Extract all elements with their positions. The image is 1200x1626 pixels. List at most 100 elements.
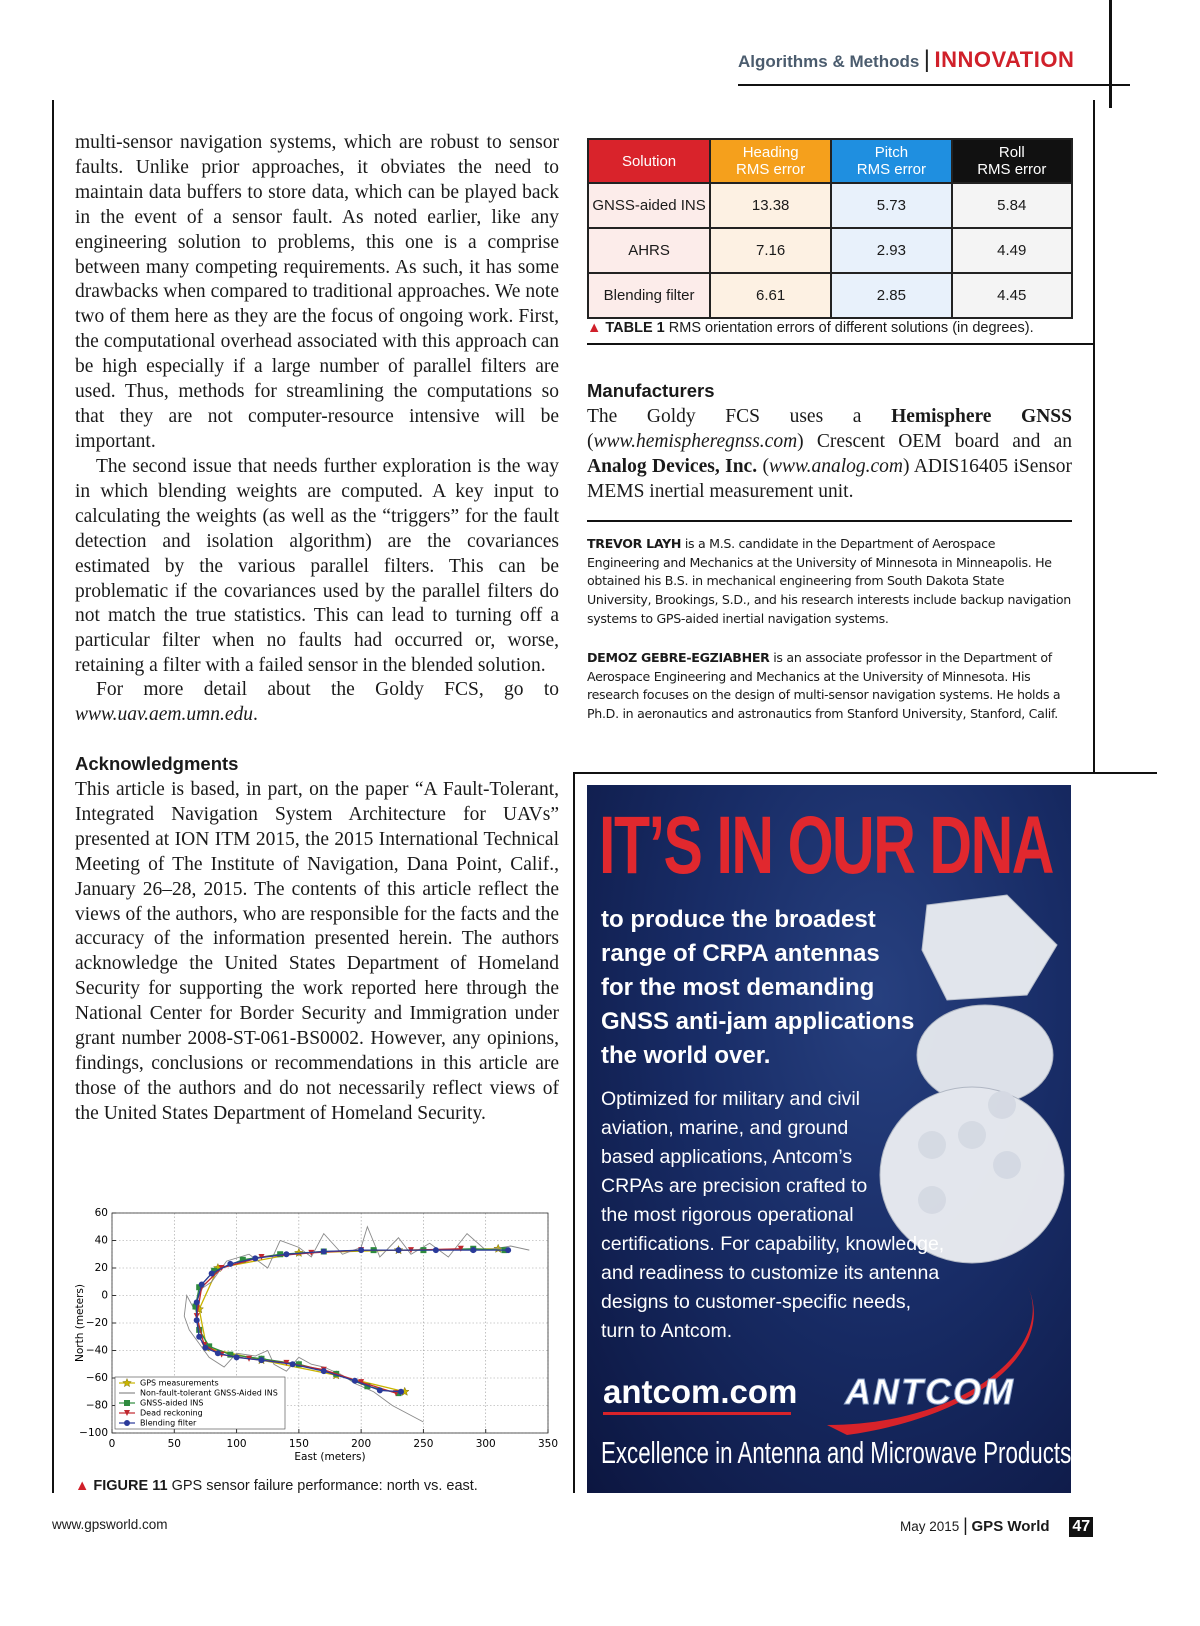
triangle-icon: ▲ [75, 1478, 90, 1494]
legend-label: Blending filter [140, 1419, 197, 1428]
point [395, 1247, 402, 1254]
x-tick-label: 250 [413, 1438, 433, 1450]
table-cell: 4.49 [950, 227, 1074, 274]
point [227, 1260, 234, 1267]
point [124, 1410, 130, 1416]
header-text: RMS error [977, 161, 1047, 178]
caption-label: TABLE 1 [605, 320, 665, 336]
table-cell: 7.16 [709, 227, 833, 274]
element [918, 1186, 946, 1214]
y-tick-label: −80 [86, 1400, 108, 1412]
point [258, 1357, 265, 1364]
triangle-icon: ▲ [587, 320, 602, 336]
y-tick-label: 20 [95, 1262, 108, 1274]
text-run: This article is based, in part, on the p… [75, 779, 559, 1124]
point [227, 1351, 234, 1358]
point [193, 1299, 200, 1306]
column-header: Solution [586, 138, 712, 184]
y-tick-label: 40 [95, 1235, 108, 1247]
bio: TREVOR LAYH is a M.S. candidate in the D… [587, 535, 1071, 629]
paragraph: For more detail about the Goldy FCS, go … [75, 678, 559, 728]
ad-url: antcom.com [603, 1373, 798, 1410]
text-run: . [253, 703, 258, 725]
table-cell: 13.38 [709, 182, 833, 229]
y-tick-label: 0 [101, 1290, 108, 1302]
header-text: Pitch [874, 144, 909, 161]
element [958, 1121, 986, 1149]
point [289, 1361, 296, 1368]
x-tick-label: 150 [289, 1438, 309, 1450]
point [196, 1284, 203, 1291]
ad-line: range of CRPA antennas [601, 940, 880, 967]
logo: ANTCOM [845, 1371, 1015, 1413]
text-run: TREVOR LAYH [587, 536, 682, 551]
table-row: Blending filter 6.61 2.85 4.45 [586, 272, 1074, 319]
text-run: is a M.S. candidate in the Department of… [587, 536, 1071, 626]
legend-box [114, 1376, 286, 1430]
column-header: Pitch RMS error [830, 138, 953, 184]
table-cell: GNSS-aided INS [586, 182, 712, 229]
x-tick-label: 100 [227, 1438, 247, 1450]
table: Solution Heading RMS error Pitch RMS error Ro… [586, 138, 1074, 319]
tagline: Excellence in Antenna and Microwave Prod… [601, 1435, 1071, 1470]
text-run: multi-sensor navigation systems, which a… [75, 132, 559, 452]
point [206, 1343, 213, 1350]
caption-text: GPS sensor failure performance: north vs… [171, 1478, 478, 1494]
ad-body: Optimized for military and civil aviation… [601, 1085, 944, 1346]
point [470, 1247, 477, 1254]
ad-line: Optimized for military and civil [601, 1088, 860, 1110]
element [988, 1091, 1016, 1119]
ad-line: aviation, marine, and ground [601, 1117, 849, 1139]
rule [587, 343, 1093, 345]
rule [1093, 100, 1095, 773]
point [505, 1247, 512, 1254]
magazine: GPS World [971, 1518, 1050, 1535]
point [358, 1247, 365, 1254]
header-text: RMS error [736, 161, 806, 178]
rule [587, 520, 1072, 522]
table-cell: 2.93 [830, 227, 953, 274]
paragraph: The Goldy FCS uses a Hemisphere GNSS (ww… [587, 405, 1072, 505]
figure-caption: ▲ FIGURE 11 GPS sensor failure performan… [75, 1478, 478, 1494]
legend-label: Non-fault-tolerant GNSS-Aided INS [140, 1389, 278, 1398]
rule [573, 772, 1157, 774]
column-header: Roll RMS error [950, 138, 1074, 184]
table-cell: 4.45 [950, 272, 1074, 319]
footer: May 2015 | GPS World 47 [900, 1515, 1094, 1537]
page-header: Algorithms & Methods | INNOVATION [738, 46, 1074, 76]
point [358, 1379, 365, 1386]
table-caption: ▲ TABLE 1 RMS orientation errors of diff… [587, 320, 1034, 336]
point [202, 1344, 209, 1351]
separator: | [923, 46, 931, 73]
point [239, 1256, 246, 1263]
text-run: www.uav.aem.umn.edu [75, 703, 254, 725]
header-text: RMS error [856, 161, 926, 178]
header-text: Roll [998, 144, 1025, 161]
ad-line: based applications, Antcom’s [601, 1146, 853, 1168]
headline: IT’S IN OUR DNA [599, 800, 1054, 891]
antenna [879, 1086, 1065, 1264]
rule [52, 100, 54, 1493]
table-row: AHRS 7.16 2.93 4.49 [586, 227, 1074, 274]
header-text: Heading [742, 144, 799, 161]
ad-line: GNSS anti-jam applications [601, 1008, 915, 1035]
point [283, 1251, 290, 1258]
point [196, 1326, 203, 1333]
ad-line: and readiness to customize its antenna [601, 1262, 940, 1284]
rule [738, 84, 1130, 86]
caption-text: RMS orientation errors of different solu… [668, 320, 1034, 336]
point [124, 1400, 130, 1406]
point [252, 1255, 259, 1262]
element [993, 1151, 1021, 1179]
x-tick-label: 50 [168, 1438, 181, 1450]
text-run: is an associate professor in the Departm… [587, 650, 1061, 722]
table-cell: AHRS [586, 227, 712, 274]
text-run: Analog Devices, Inc. [587, 455, 758, 477]
point [376, 1387, 383, 1394]
y-axis-label: North (meters) [74, 1284, 86, 1362]
heading: Acknowledgments [75, 753, 239, 774]
ad-line: the world over. [601, 1042, 771, 1069]
point [192, 1303, 199, 1310]
point [432, 1247, 439, 1254]
